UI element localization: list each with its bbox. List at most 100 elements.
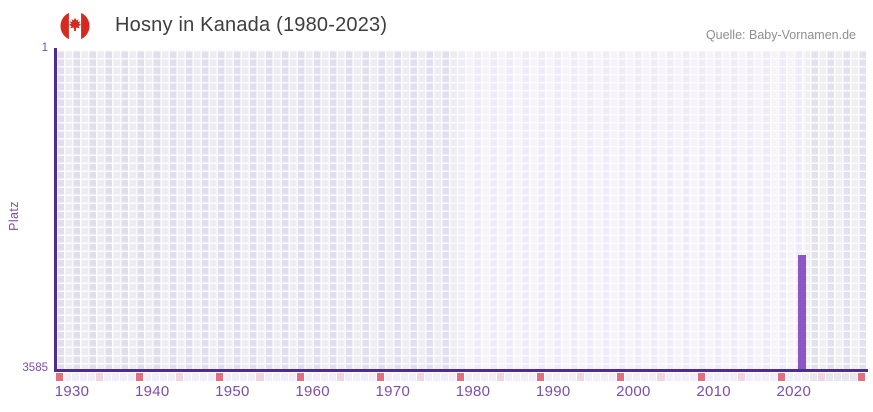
strip-cell (833, 372, 841, 381)
strip-cell (144, 372, 152, 381)
strip-cell (713, 372, 721, 381)
strip-cell (88, 372, 96, 381)
strip-cell (633, 372, 641, 381)
strip-cell (721, 372, 729, 381)
strip-cell (793, 372, 801, 381)
strip-cell (360, 372, 368, 381)
strip-cell (312, 372, 320, 381)
strip-cell (521, 372, 529, 381)
strip-cell (272, 372, 280, 381)
strip-cell (489, 372, 497, 381)
strip-cell (593, 372, 601, 381)
strip-cell (817, 372, 825, 381)
strip-cell (577, 372, 585, 381)
strip-cell (184, 372, 192, 381)
strip-cell (328, 372, 336, 381)
canada-flag-icon (60, 11, 90, 41)
strip-cell (160, 372, 168, 381)
rank-bar[interactable] (797, 255, 806, 370)
strip-cell (176, 372, 184, 381)
strip-cell (505, 372, 513, 381)
y-tick-label-top: 1 (41, 42, 48, 54)
strip-cell (697, 372, 705, 381)
strip-cell (152, 372, 160, 381)
strip-cell (625, 372, 633, 381)
strip-cell (120, 372, 128, 381)
plot-band (56, 50, 457, 370)
strip-cell (729, 372, 737, 381)
strip-cell (497, 372, 505, 381)
strip-cell (681, 372, 689, 381)
strip-cell (857, 372, 865, 381)
y-axis-title: Platz (7, 201, 21, 231)
strip-cell (112, 372, 120, 381)
strip-cell (481, 372, 489, 381)
x-tick-label: 2000 (616, 383, 651, 400)
strip-cell (320, 372, 328, 381)
strip-cell (825, 372, 833, 381)
strip-cell (208, 372, 216, 381)
strip-cell (200, 372, 208, 381)
strip-cell (256, 372, 264, 381)
strip-cell (745, 372, 753, 381)
strip-cell (737, 372, 745, 381)
strip-cell (368, 372, 376, 381)
strip-cell (248, 372, 256, 381)
strip-cell (376, 372, 384, 381)
strip-cell (769, 372, 777, 381)
strip-cell (440, 372, 448, 381)
x-tick-labels: 1930 1940 1950 1960 1970 1980 1990 2000 2010 2020 (55, 383, 866, 405)
strip-cell (72, 372, 80, 381)
strip-cell (785, 372, 793, 381)
strip-cell (473, 372, 481, 381)
x-tick-label: 1970 (375, 383, 411, 400)
x-axis-line (54, 369, 868, 372)
y-axis-line (54, 48, 57, 372)
plot-band (805, 50, 866, 370)
strip-cell (657, 372, 665, 381)
x-tick-label: 1960 (295, 383, 330, 400)
strip-cell (232, 372, 240, 381)
strip-cell (400, 372, 408, 381)
strip-cell (513, 372, 521, 381)
strip-cell (649, 372, 657, 381)
strip-cell (416, 372, 424, 381)
strip-cell (456, 372, 464, 381)
x-tick-label: 1950 (215, 383, 250, 400)
strip-cell (841, 372, 849, 381)
x-tick-label: 2020 (776, 383, 812, 400)
strip-cell (384, 372, 392, 381)
strip-cell (617, 372, 625, 381)
strip-cell (673, 372, 681, 381)
strip-cell (336, 372, 344, 381)
x-tick-label: 1990 (535, 383, 571, 400)
strip-cell (537, 372, 545, 381)
strip-cell (280, 372, 288, 381)
strip-cell (296, 372, 304, 381)
strip-cell (553, 372, 561, 381)
strip-cell (465, 372, 473, 381)
strip-cell (304, 372, 312, 381)
strip-cell (352, 372, 360, 381)
x-tick-label: 1980 (455, 383, 491, 400)
strip-cell (128, 372, 136, 381)
strip-cell (545, 372, 553, 381)
strip-cell (392, 372, 400, 381)
strip-cell (168, 372, 176, 381)
strip-cell (753, 372, 761, 381)
strip-cell (80, 372, 88, 381)
strip-cell (561, 372, 569, 381)
strip-cell (601, 372, 609, 381)
strip-cell (641, 372, 649, 381)
strip-cell (761, 372, 769, 381)
plot-band (456, 50, 806, 370)
strip-cell (216, 372, 224, 381)
strip-cell (689, 372, 697, 381)
y-tick-label-bottom: 3585 (22, 362, 48, 374)
x-tick-label: 2010 (696, 383, 731, 400)
strip-cell (432, 372, 440, 381)
strip-cell (264, 372, 272, 381)
strip-cell (224, 372, 232, 381)
strip-cell (344, 372, 352, 381)
